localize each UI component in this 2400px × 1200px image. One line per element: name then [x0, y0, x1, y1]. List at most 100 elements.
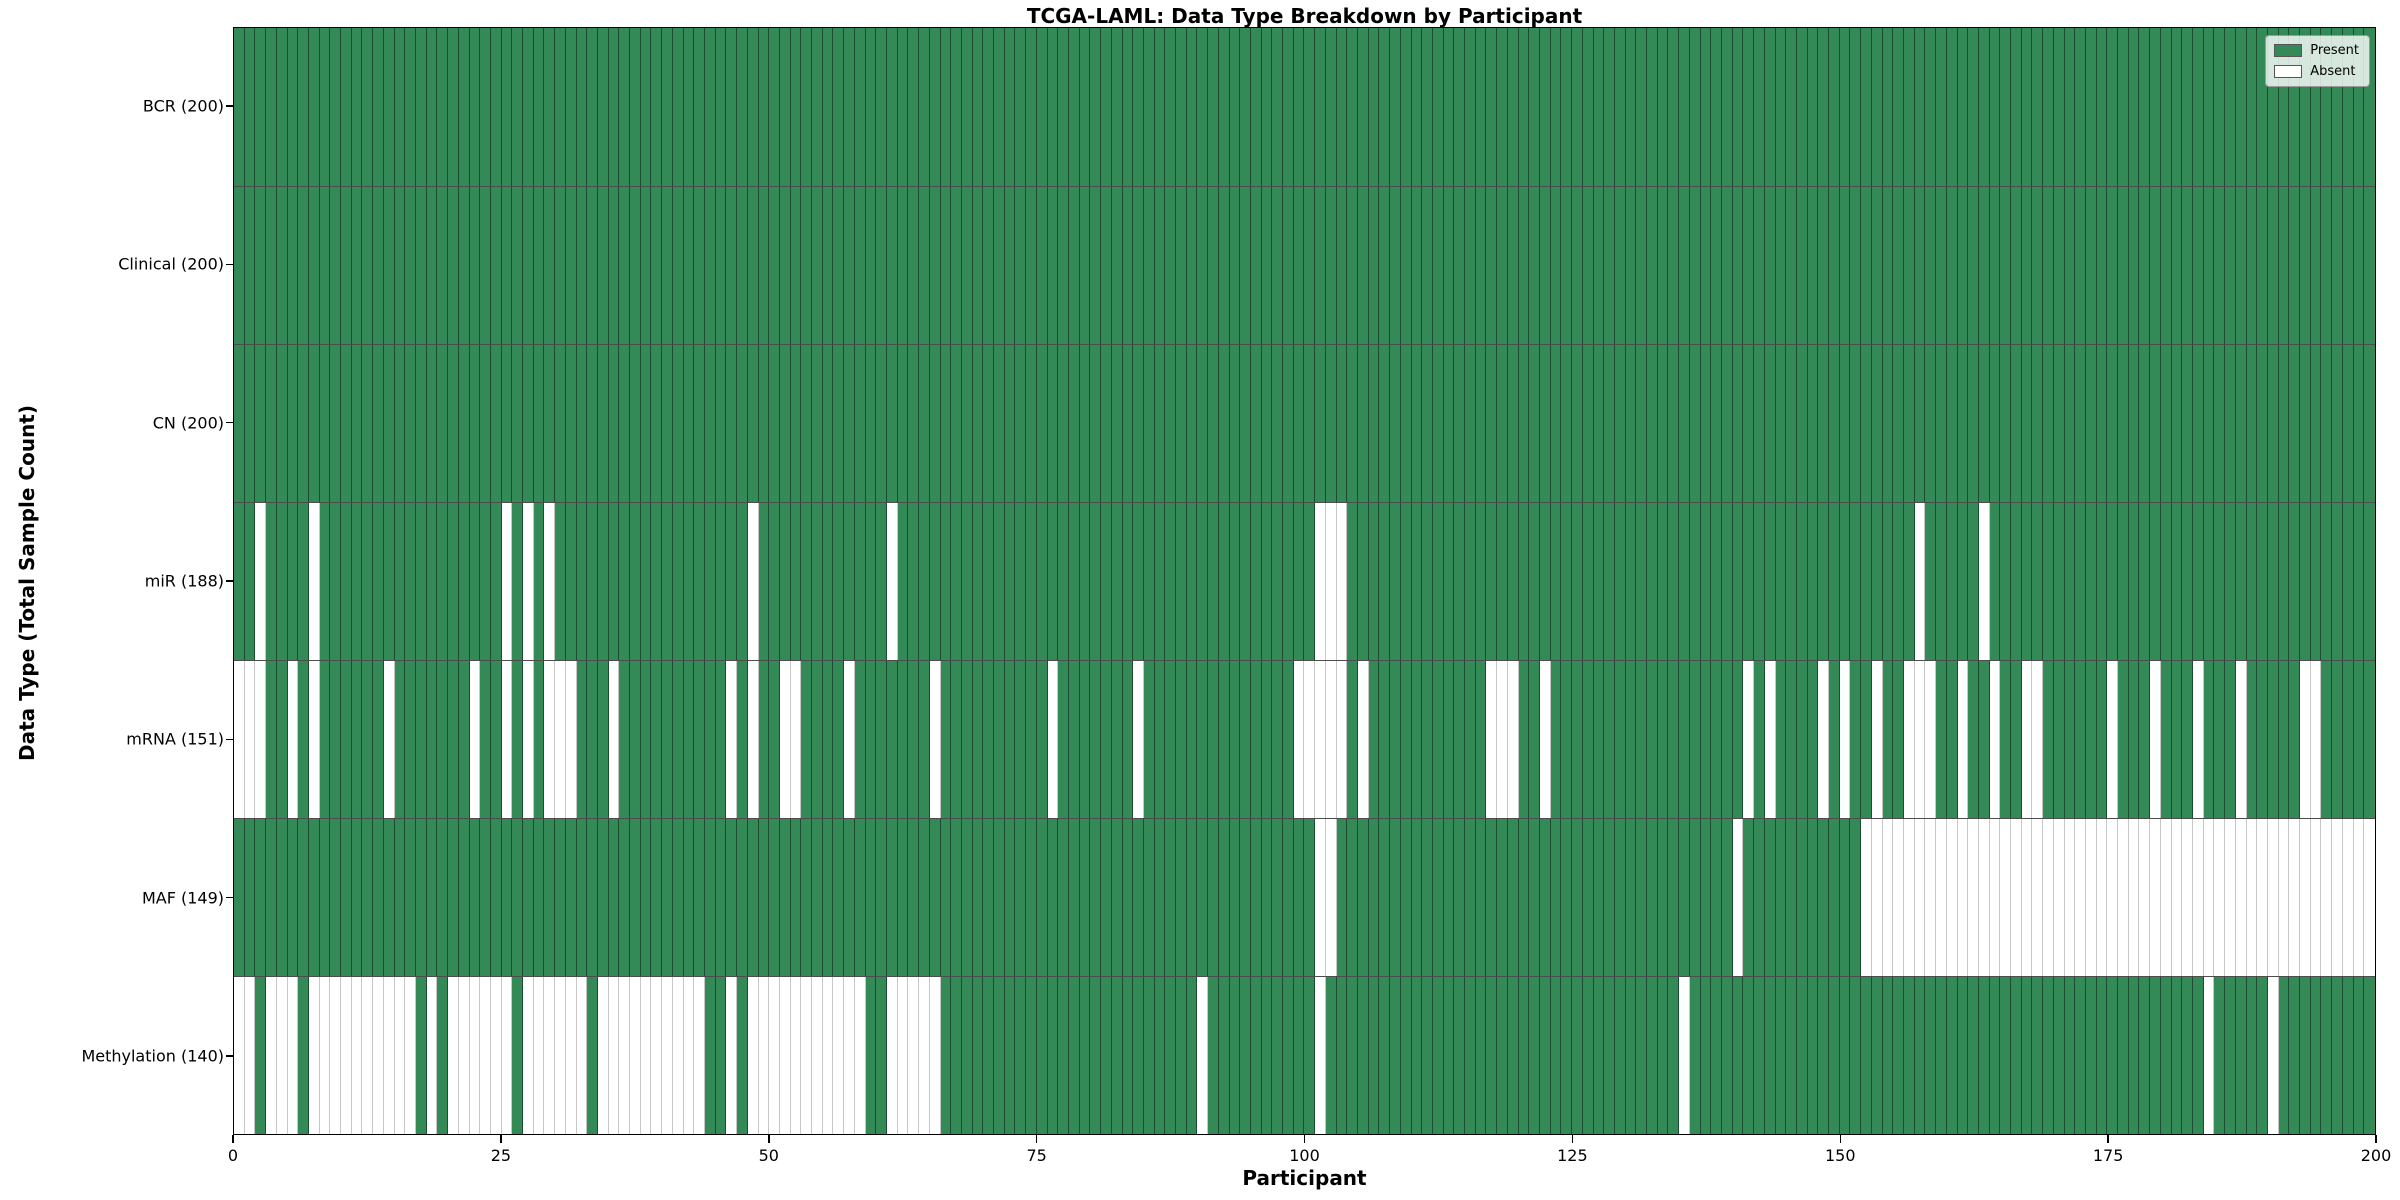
- cell-maf-172: [2075, 819, 2086, 976]
- cell-bcr-94: [1240, 28, 1251, 186]
- x-tick-mark: [1303, 1135, 1306, 1143]
- cell-bcr-59: [865, 28, 877, 186]
- cell-maf-26: [512, 819, 524, 976]
- cell-mir-71: [994, 503, 1005, 660]
- cell-bcr-39: [651, 28, 663, 186]
- cell-mir-74: [1026, 503, 1037, 660]
- cell-clinical-116: [1475, 187, 1487, 344]
- cell-clinical-146: [1796, 187, 1808, 344]
- cell-methylation-21: [458, 977, 470, 1134]
- cell-mir-31: [565, 503, 577, 660]
- cell-clinical-120: [1518, 187, 1530, 344]
- cell-maf-2: [255, 819, 267, 976]
- cell-mir-151: [1850, 503, 1862, 660]
- cell-bcr-110: [1411, 28, 1423, 186]
- cell-mrna-170: [2053, 661, 2065, 818]
- cell-maf-43: [694, 819, 706, 976]
- cell-methylation-63: [908, 977, 920, 1134]
- cell-mir-101: [1315, 503, 1326, 660]
- cell-maf-90: [1197, 819, 1209, 976]
- cell-cn-47: [737, 345, 748, 502]
- cell-mir-104: [1347, 503, 1359, 660]
- cell-bcr-69: [972, 28, 984, 186]
- cell-bcr-28: [533, 28, 545, 186]
- cell-cn-114: [1454, 345, 1466, 502]
- cell-maf-132: [1647, 819, 1658, 976]
- cell-clinical-187: [2235, 187, 2247, 344]
- cell-mrna-103: [1336, 661, 1348, 818]
- cell-cn-185: [2214, 345, 2226, 502]
- cell-mrna-82: [1111, 661, 1123, 818]
- cell-clinical-5: [287, 187, 299, 344]
- cell-clinical-173: [2085, 187, 2097, 344]
- cell-clinical-56: [833, 187, 845, 344]
- cell-maf-5: [287, 819, 299, 976]
- cell-mrna-66: [940, 661, 952, 818]
- cell-mir-121: [1529, 503, 1540, 660]
- cell-mrna-6: [298, 661, 309, 818]
- cell-methylation-184: [2203, 977, 2215, 1134]
- cell-cn-123: [1550, 345, 1562, 502]
- cell-mir-105: [1358, 503, 1369, 660]
- cell-mrna-130: [1625, 661, 1637, 818]
- cell-bcr-67: [951, 28, 962, 186]
- cell-maf-121: [1529, 819, 1540, 976]
- cell-methylation-15: [394, 977, 406, 1134]
- cell-maf-47: [737, 819, 748, 976]
- x-axis-label: Participant: [1242, 1166, 1367, 1190]
- cell-clinical-194: [2310, 187, 2322, 344]
- y-tick-mark: [226, 738, 233, 741]
- cell-clinical-130: [1625, 187, 1637, 344]
- cell-methylation-190: [2267, 977, 2279, 1134]
- cell-bcr-166: [2011, 28, 2022, 186]
- cell-cn-144: [1775, 345, 1787, 502]
- cell-clinical-191: [2278, 187, 2290, 344]
- cell-clinical-20: [448, 187, 459, 344]
- heatmap-row-maf: [234, 818, 2375, 976]
- cell-bcr-3: [266, 28, 277, 186]
- cell-maf-85: [1143, 819, 1155, 976]
- cell-mrna-193: [2300, 661, 2311, 818]
- cell-methylation-59: [865, 977, 877, 1134]
- cell-maf-58: [854, 819, 866, 976]
- cell-mrna-51: [779, 661, 791, 818]
- cell-cn-109: [1400, 345, 1412, 502]
- cell-bcr-120: [1518, 28, 1530, 186]
- cell-methylation-104: [1347, 977, 1359, 1134]
- cell-bcr-25: [501, 28, 513, 186]
- cell-bcr-4: [276, 28, 288, 186]
- cell-bcr-144: [1775, 28, 1787, 186]
- cell-mir-7: [308, 503, 320, 660]
- cell-bcr-35: [608, 28, 620, 186]
- cell-maf-32: [576, 819, 588, 976]
- cell-maf-6: [298, 819, 309, 976]
- cell-mrna-133: [1657, 661, 1669, 818]
- cell-maf-42: [683, 819, 695, 976]
- cell-mrna-189: [2257, 661, 2268, 818]
- cell-cn-57: [844, 345, 855, 502]
- cell-methylation-101: [1315, 977, 1326, 1134]
- cell-cn-140: [1732, 345, 1744, 502]
- cell-maf-82: [1111, 819, 1123, 976]
- cell-maf-1: [244, 819, 256, 976]
- cell-mrna-99: [1293, 661, 1305, 818]
- cell-maf-67: [951, 819, 962, 976]
- cell-cn-127: [1593, 345, 1605, 502]
- cell-maf-117: [1486, 819, 1498, 976]
- cell-mrna-150: [1839, 661, 1851, 818]
- cell-clinical-26: [512, 187, 524, 344]
- cell-methylation-65: [929, 977, 941, 1134]
- cell-mir-185: [2214, 503, 2226, 660]
- cell-clinical-75: [1036, 187, 1048, 344]
- cell-cn-49: [758, 345, 770, 502]
- cell-mrna-29: [544, 661, 556, 818]
- cell-mir-81: [1101, 503, 1112, 660]
- y-tick-mark: [226, 263, 233, 266]
- cell-maf-103: [1336, 819, 1348, 976]
- y-tick-mark: [226, 421, 233, 424]
- cell-clinical-55: [822, 187, 834, 344]
- cell-mir-186: [2225, 503, 2236, 660]
- cell-clinical-90: [1197, 187, 1209, 344]
- cell-methylation-120: [1518, 977, 1530, 1134]
- cell-bcr-42: [683, 28, 695, 186]
